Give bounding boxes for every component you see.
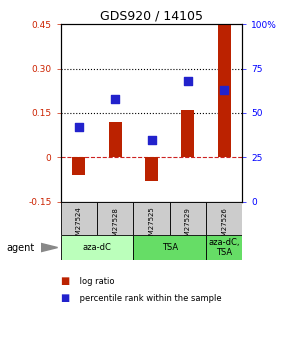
Bar bbox=[206, 202, 242, 235]
Bar bbox=[72, 157, 85, 175]
Point bbox=[149, 137, 154, 142]
Text: agent: agent bbox=[6, 243, 34, 253]
Text: ■: ■ bbox=[61, 276, 70, 286]
Point bbox=[76, 125, 81, 130]
Text: GSM27526: GSM27526 bbox=[221, 207, 227, 245]
Text: TSA: TSA bbox=[161, 243, 178, 252]
Text: GSM27525: GSM27525 bbox=[148, 207, 155, 245]
Bar bbox=[133, 235, 206, 260]
Bar bbox=[109, 122, 122, 157]
Text: GSM27529: GSM27529 bbox=[185, 207, 191, 245]
Bar bbox=[170, 202, 206, 235]
Title: GDS920 / 14105: GDS920 / 14105 bbox=[100, 10, 203, 23]
Bar bbox=[61, 202, 97, 235]
Bar bbox=[218, 21, 231, 157]
Polygon shape bbox=[41, 244, 58, 252]
Bar bbox=[133, 202, 170, 235]
Bar bbox=[145, 157, 158, 181]
Text: GSM27524: GSM27524 bbox=[76, 207, 82, 245]
Text: aza-dC: aza-dC bbox=[82, 243, 112, 252]
Text: aza-dC,
TSA: aza-dC, TSA bbox=[208, 238, 240, 257]
Text: percentile rank within the sample: percentile rank within the sample bbox=[77, 294, 222, 303]
Bar bbox=[61, 235, 133, 260]
Bar bbox=[97, 202, 133, 235]
Bar bbox=[181, 110, 194, 157]
Point bbox=[222, 87, 227, 93]
Text: ■: ■ bbox=[61, 294, 70, 303]
Text: log ratio: log ratio bbox=[77, 277, 115, 286]
Text: GSM27528: GSM27528 bbox=[112, 207, 118, 245]
Point bbox=[113, 96, 118, 101]
Point bbox=[185, 78, 190, 84]
Bar bbox=[206, 235, 242, 260]
